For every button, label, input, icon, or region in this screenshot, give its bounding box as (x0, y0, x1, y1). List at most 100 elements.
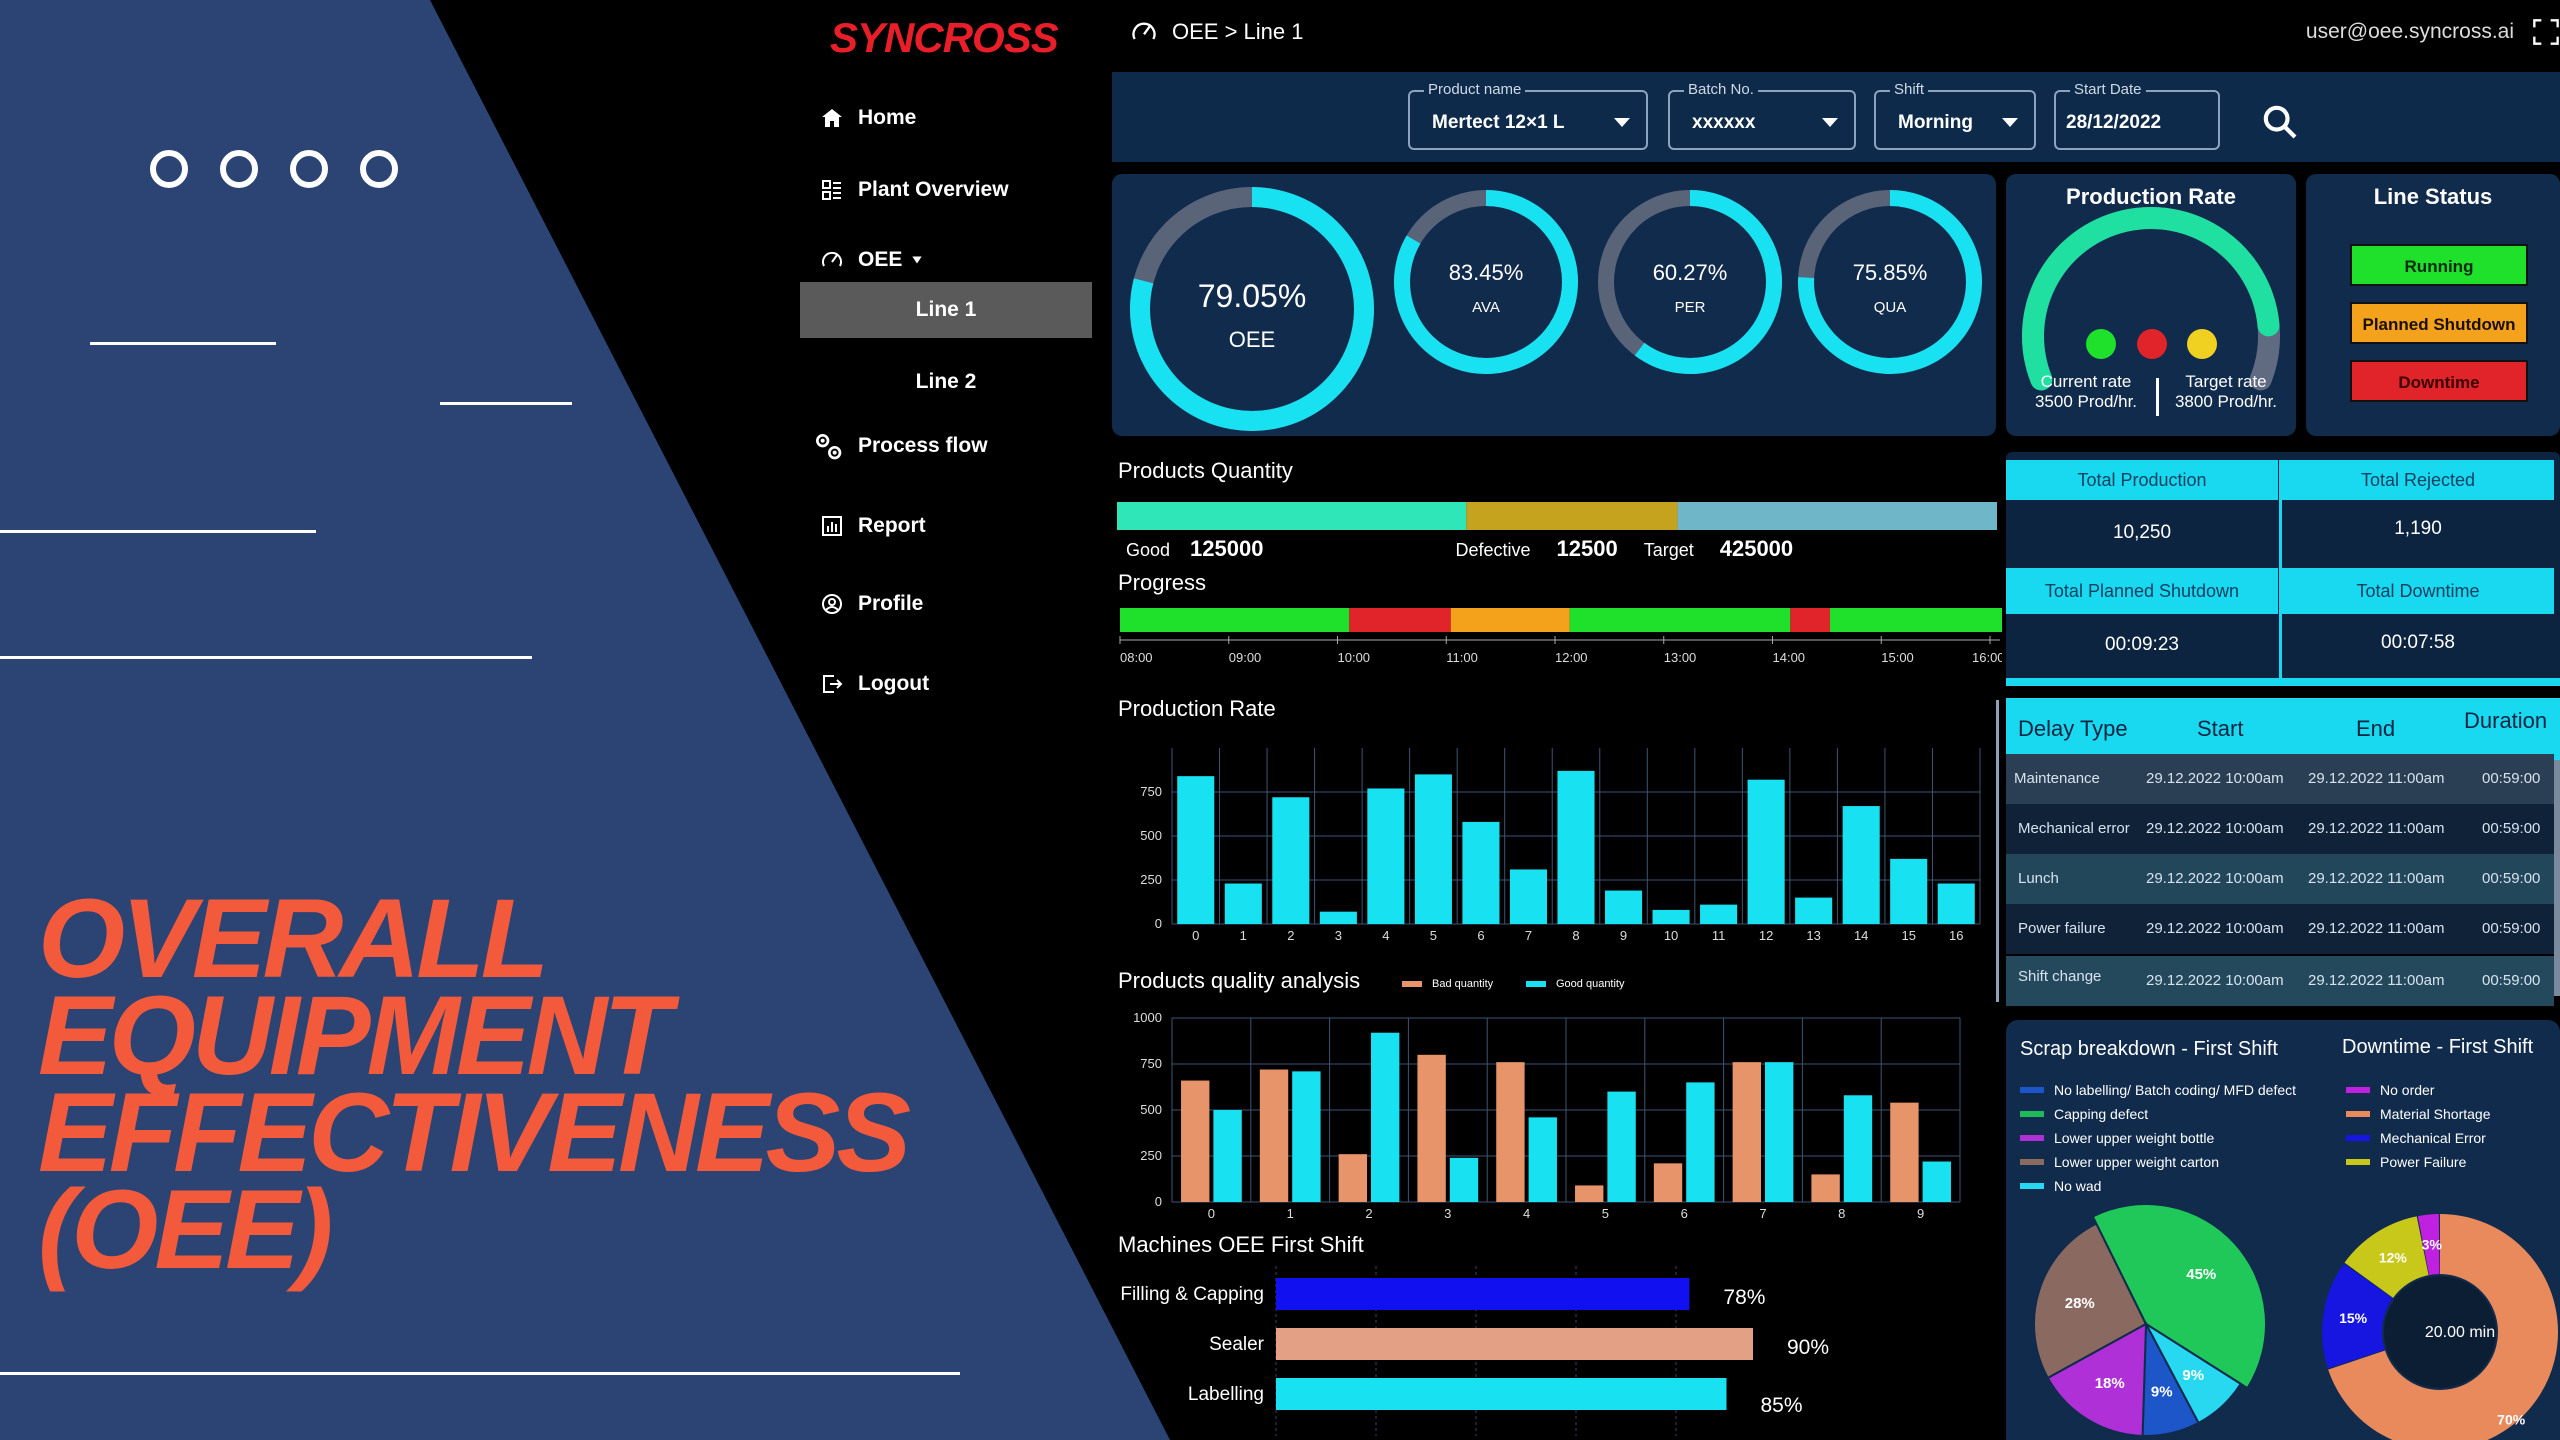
good-label: Good (1126, 540, 1171, 560)
start-date-field[interactable]: Start Date 28/12/2022 (2054, 81, 2220, 150)
bar (1276, 1378, 1727, 1410)
data-label: 78% (1723, 1286, 1765, 1309)
downtime-total: 20.00 min (2424, 1324, 2496, 1341)
shift-select-value: Morning (1898, 112, 1973, 133)
user-icon (822, 594, 842, 614)
sidebar-subitem-line-1[interactable]: Line 1 (800, 282, 1092, 338)
chart-icon (822, 516, 842, 536)
tick-label: 14:00 (1773, 650, 1806, 665)
line-status-title: Line Status (2373, 184, 2493, 209)
legend-swatch (2020, 1135, 2044, 1141)
gauge-fill (2022, 207, 2280, 391)
sidebar-item-home[interactable]: Home (820, 106, 916, 130)
legend-swatch (2346, 1087, 2370, 1093)
start-date-value: 28/12/2022 (2066, 112, 2162, 133)
x-tick-label: 9 (1917, 1206, 1924, 1221)
table-row[interactable]: Power failure 29.12.2022 10:00am 29.12.2… (2006, 904, 2554, 954)
bar (1700, 904, 1738, 924)
breakdown-panel: Scrap breakdown - First Shift Downtime -… (2006, 1020, 2560, 1440)
table-scrollbar[interactable] (2554, 760, 2560, 996)
slice-label: 3% (2422, 1236, 2443, 1252)
total-planned-shutdown-label: Total Planned Shutdown (2006, 568, 2278, 614)
total-planned-shutdown-value: 00:09:23 (2105, 634, 2179, 655)
tick-label: 11:00 (1446, 650, 1478, 665)
target-rate-value: 3800 Prod/hr. (2174, 392, 2278, 411)
donut-slice (2328, 1214, 2558, 1440)
table-row[interactable]: Mechanical error 29.12.2022 10:00am 29.1… (2006, 804, 2554, 854)
search-icon[interactable] (2260, 102, 2300, 142)
donut-slice (2322, 1263, 2394, 1369)
table-cell: Shift change (2018, 968, 2102, 985)
shift-select[interactable]: Shift Morning (1874, 81, 2036, 150)
x-tick-label: 2 (1287, 928, 1294, 943)
total-downtime-value: 00:07:58 (2381, 632, 2455, 653)
line-status-panel: Line Status Running Planned Shutdown Dow… (2306, 174, 2560, 436)
bar (1292, 1071, 1321, 1202)
column-header[interactable]: Duration (2464, 708, 2548, 733)
sidebar-item-profile[interactable]: Profile (820, 592, 923, 616)
sidebar-item-report[interactable]: Report (820, 514, 926, 538)
user-email[interactable]: user@oee.syncross.ai (2305, 20, 2514, 43)
table-cell: 00:59:00 (2482, 870, 2541, 887)
legend-swatch (2346, 1111, 2370, 1117)
legend-label: Power Failure (2380, 1154, 2467, 1170)
column-header[interactable]: Start (2197, 716, 2244, 741)
donut-hole (2384, 1276, 2496, 1388)
table-row[interactable]: Maintenance 29.12.2022 10:00am 29.12.202… (2006, 754, 2554, 804)
target-value: 425000 (1719, 536, 1794, 561)
gauge-label: PER (1675, 299, 1706, 316)
good-value: 125000 (1190, 536, 1264, 561)
bar (1842, 806, 1880, 924)
gauge-fill (1394, 190, 1578, 374)
sidebar-item-label: Report (858, 514, 926, 537)
sidebar-item-process-flow[interactable]: Process flow (812, 430, 988, 462)
start-date-label: Start Date (2070, 81, 2146, 98)
sidebar-subitem-line-2[interactable]: Line 2 (915, 370, 977, 393)
pie-slice (2091, 1203, 2267, 1390)
gears-icon (816, 434, 842, 460)
home-icon (822, 109, 842, 127)
table-cell: 00:59:00 (2482, 972, 2541, 989)
y-tick-label: 0 (1155, 916, 1162, 931)
legend-item: Lower upper weight bottle (2020, 1130, 2214, 1146)
product-select[interactable]: Product name Mertect 12×1 L (1408, 81, 1648, 150)
breadcrumb-text[interactable]: OEE > Line 1 (1172, 19, 1304, 44)
pie-charts: 28% 45% 9% 9% 18% 70% 15% 12% 3% (2033, 1203, 2558, 1440)
column-header[interactable]: Delay Type (2018, 716, 2128, 741)
quantity-segment (1677, 502, 1997, 530)
sidebar-item-label: Logout (858, 672, 930, 695)
x-tick-label: 5 (1430, 928, 1437, 943)
x-tick-label: 1 (1240, 928, 1247, 943)
bar (1604, 890, 1643, 924)
progress-segment (1830, 608, 2002, 632)
legend-item: No labelling/ Batch coding/ MFD defect (2020, 1082, 2296, 1098)
sidebar-item-logout[interactable]: Logout (820, 672, 929, 696)
table-row[interactable]: Lunch 29.12.2022 10:00am 29.12.2022 11:0… (2006, 854, 2554, 904)
gauge-value: 60.27% (1653, 260, 1728, 285)
tick-label: 10:00 (1338, 650, 1371, 665)
defective-value: 12500 (1556, 536, 1618, 561)
legend-item: No wad (2020, 1178, 2101, 1194)
legend-item: Mechanical Error (2346, 1130, 2486, 1146)
scrap-title: Scrap breakdown - First Shift (2020, 1038, 2278, 1060)
syncross-logo[interactable]: SYNCROSS (830, 14, 1059, 61)
table-row[interactable]: Shift change 29.12.2022 10:00am 29.12.20… (2006, 956, 2554, 1006)
bar (1338, 1154, 1367, 1202)
progress-segment (1569, 608, 1791, 632)
status-planned-shutdown-button[interactable]: Planned Shutdown (2350, 302, 2528, 344)
column-header[interactable]: End (2356, 716, 2396, 741)
fullscreen-icon[interactable] (2532, 18, 2560, 46)
gauge-fill (1130, 187, 1374, 431)
batch-select[interactable]: Batch No. xxxxxx (1668, 81, 1856, 150)
legend-label: No order (2380, 1082, 2435, 1098)
x-tick-label: 14 (1854, 928, 1868, 943)
legend-label: No wad (2054, 1178, 2102, 1194)
status-downtime-button[interactable]: Downtime (2350, 360, 2528, 402)
status-running-button[interactable]: Running (2350, 244, 2528, 286)
legend-bad-quantity: Bad quantity (1402, 978, 1493, 990)
legend-label: Lower upper weight bottle (2054, 1130, 2215, 1146)
data-label: 85% (1761, 1394, 1803, 1417)
gauge-icon (822, 251, 842, 267)
sidebar-item-oee[interactable]: OEE (820, 248, 924, 272)
sidebar-item-plant-overview[interactable]: Plant Overview (820, 178, 1009, 202)
